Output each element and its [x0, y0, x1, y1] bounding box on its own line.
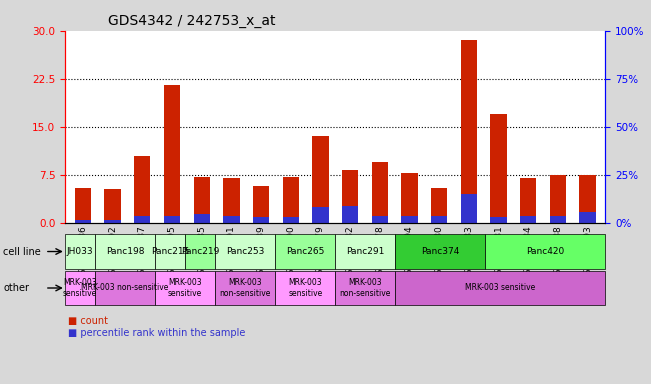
Bar — [372, 216, 388, 223]
Bar — [372, 162, 388, 223]
Bar — [401, 216, 418, 223]
Text: GDS4342 / 242753_x_at: GDS4342 / 242753_x_at — [108, 14, 276, 28]
Text: MRK-003 sensitive: MRK-003 sensitive — [465, 283, 536, 293]
Bar — [490, 217, 506, 223]
Text: MRK-003
sensitive: MRK-003 sensitive — [168, 278, 202, 298]
Bar — [549, 216, 566, 223]
Text: JH033: JH033 — [67, 247, 94, 256]
Text: Panc198: Panc198 — [106, 247, 145, 256]
Bar — [104, 189, 121, 223]
Text: MRK-003
sensitive: MRK-003 sensitive — [288, 278, 322, 298]
Bar — [193, 177, 210, 223]
Bar — [401, 173, 418, 223]
Bar — [312, 207, 329, 223]
Bar — [579, 212, 596, 223]
Bar — [520, 216, 536, 223]
Bar — [342, 170, 358, 223]
Bar — [253, 217, 270, 223]
Text: MRK-003 non-sensitive: MRK-003 non-sensitive — [81, 283, 169, 293]
Bar — [579, 175, 596, 223]
Bar — [104, 220, 121, 223]
Bar — [134, 216, 150, 223]
Bar — [164, 85, 180, 223]
Bar — [342, 207, 358, 223]
Text: Panc219: Panc219 — [181, 247, 219, 256]
Text: other: other — [3, 283, 29, 293]
Bar — [193, 214, 210, 223]
Bar — [164, 216, 180, 223]
Text: Panc215: Panc215 — [151, 247, 189, 256]
Bar — [223, 178, 240, 223]
Text: ■ percentile rank within the sample: ■ percentile rank within the sample — [68, 328, 245, 338]
Text: MRK-003
non-sensitive: MRK-003 non-sensitive — [340, 278, 391, 298]
Text: Panc253: Panc253 — [226, 247, 264, 256]
Bar — [253, 185, 270, 223]
Bar — [431, 216, 447, 223]
Bar — [75, 187, 91, 223]
Bar — [431, 187, 447, 223]
Bar — [490, 114, 506, 223]
Text: MRK-003
sensitive: MRK-003 sensitive — [63, 278, 97, 298]
Text: Panc265: Panc265 — [286, 247, 324, 256]
Bar — [283, 177, 299, 223]
Bar — [312, 136, 329, 223]
Bar — [283, 217, 299, 223]
Text: Panc374: Panc374 — [421, 247, 460, 256]
Text: Panc420: Panc420 — [526, 247, 564, 256]
Bar — [75, 220, 91, 223]
Text: Panc291: Panc291 — [346, 247, 385, 256]
Text: ■ count: ■ count — [68, 316, 108, 326]
Bar — [520, 178, 536, 223]
Bar — [461, 194, 477, 223]
Bar — [223, 216, 240, 223]
Bar — [134, 156, 150, 223]
Text: cell line: cell line — [3, 247, 41, 257]
Bar — [549, 175, 566, 223]
Bar — [461, 40, 477, 223]
Text: MRK-003
non-sensitive: MRK-003 non-sensitive — [219, 278, 271, 298]
